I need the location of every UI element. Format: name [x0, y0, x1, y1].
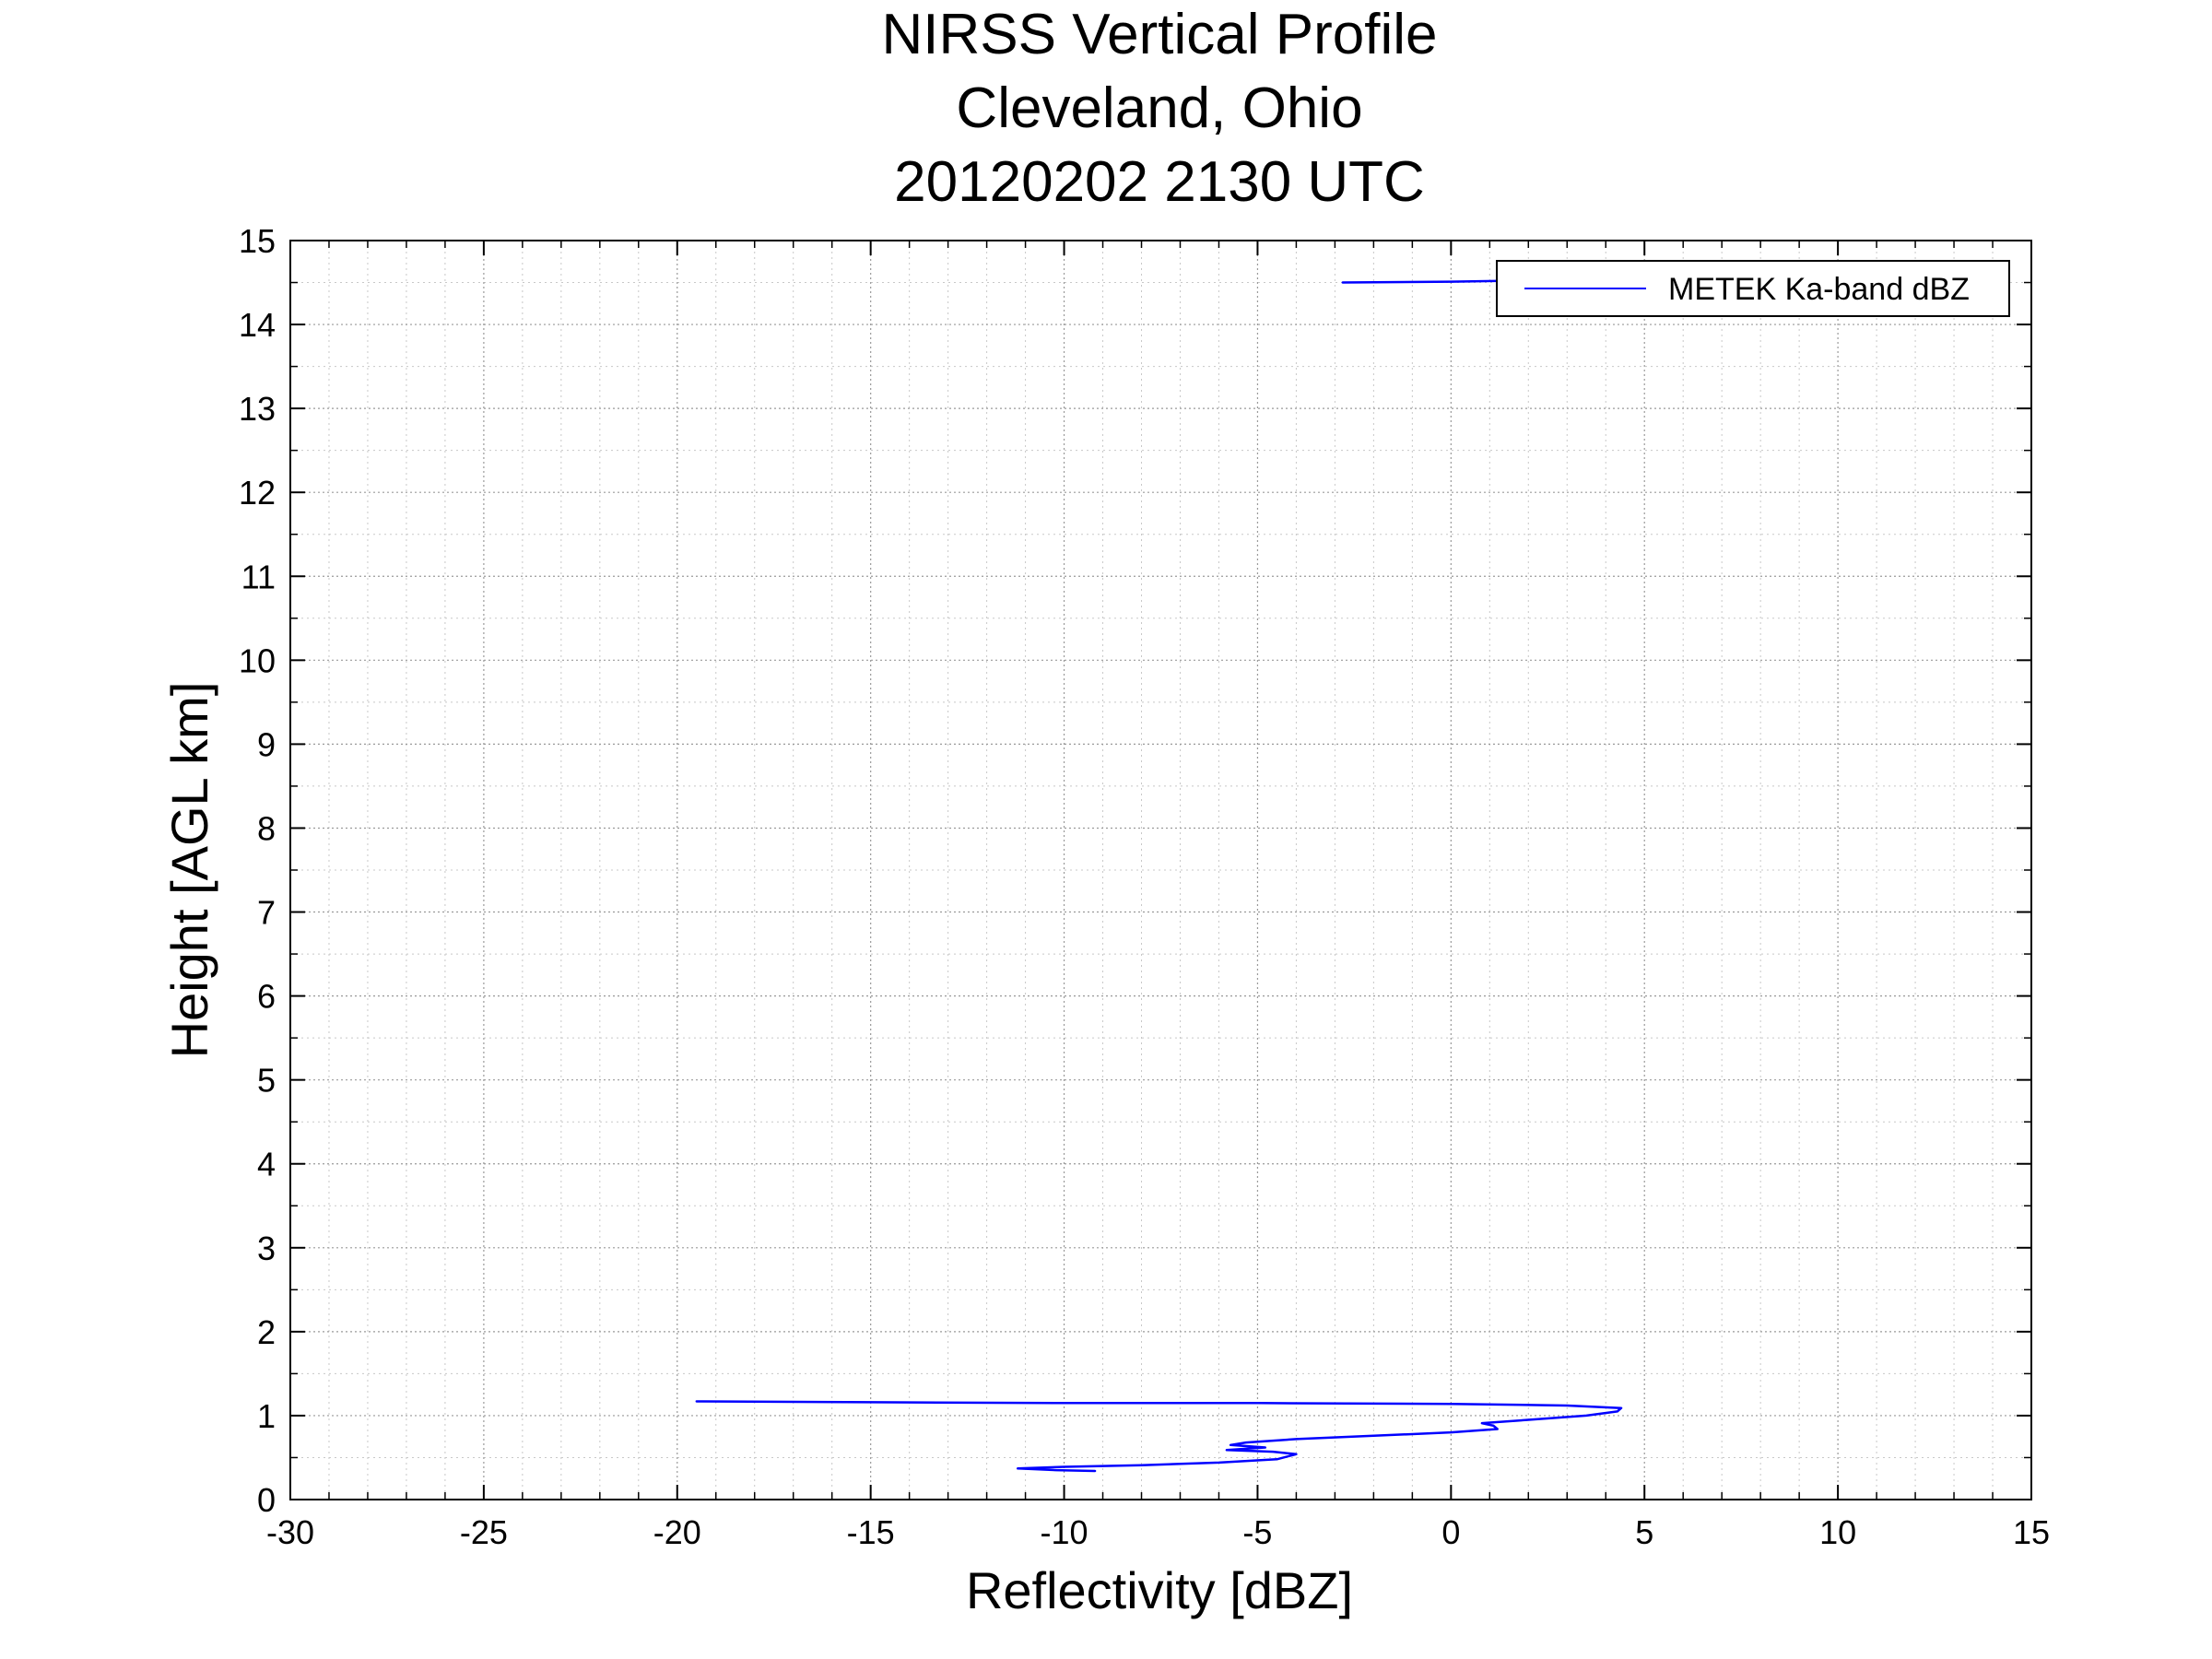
y-tick-label: 10: [239, 641, 276, 679]
y-tick-label: 12: [239, 474, 276, 512]
x-tick-label: 15: [2013, 1513, 2050, 1551]
title-line-2: Cleveland, Ohio: [956, 76, 1362, 140]
y-tick-label: 7: [257, 894, 276, 932]
x-tick-label: -25: [460, 1513, 508, 1551]
y-tick-label: 13: [239, 390, 276, 428]
x-axis-label: Reflectivity [dBZ]: [966, 1561, 1353, 1619]
y-tick-label: 4: [257, 1146, 276, 1183]
y-tick-label: 5: [257, 1062, 276, 1100]
x-tick-labels: -30 -25 -20 -15 -10 -5 0 5 10 15: [266, 1513, 2050, 1551]
title-line-3: 20120202 2130 UTC: [894, 150, 1425, 214]
series-group: [695, 279, 1623, 1473]
legend: METEK Ka-band dBZ: [1496, 260, 2010, 317]
y-tick-label: 11: [241, 558, 276, 595]
legend-label: METEK Ka-band dBZ: [1668, 272, 1970, 307]
y-tick-label: 15: [239, 222, 276, 260]
x-tick-label: 0: [1441, 1513, 1460, 1551]
y-tick-label: 8: [257, 809, 276, 847]
x-tick-label: 10: [1819, 1513, 1856, 1551]
series-line-0-segment-0: [695, 1400, 1623, 1473]
x-tick-label: -15: [847, 1513, 895, 1551]
title-line-1: NIRSS Vertical Profile: [882, 3, 1438, 66]
y-axis-label: Height [AGL km]: [160, 682, 218, 1059]
axis-ticks: [289, 240, 2032, 1500]
y-tick-label: 2: [257, 1313, 276, 1351]
y-tick-label: 9: [257, 725, 276, 763]
y-tick-label: 3: [257, 1230, 276, 1267]
y-tick-label: 0: [257, 1481, 276, 1519]
x-tick-label: 5: [1635, 1513, 1653, 1551]
chart-title: NIRSS Vertical Profile Cleveland, Ohio 2…: [882, 3, 1438, 214]
x-tick-label: -30: [266, 1513, 314, 1551]
y-tick-label: 6: [257, 978, 276, 1016]
y-tick-label: 1: [257, 1397, 276, 1435]
x-tick-label: -20: [653, 1513, 701, 1551]
series-line-0-segment-1: [1341, 279, 1503, 284]
x-tick-label: -5: [1242, 1513, 1272, 1551]
minor-grid: [290, 241, 2031, 1500]
x-tick-label: -10: [1041, 1513, 1088, 1551]
y-tick-label: 14: [239, 306, 276, 344]
